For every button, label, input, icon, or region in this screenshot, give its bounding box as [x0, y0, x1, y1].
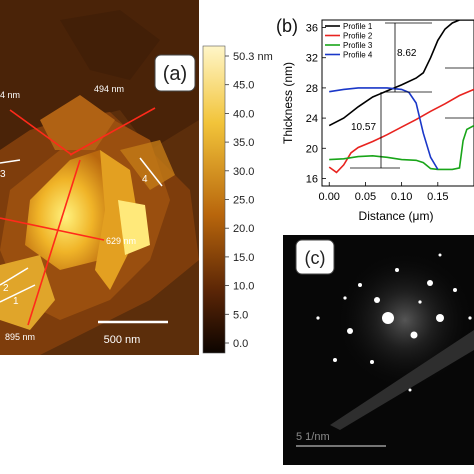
profile-line-top-left [9, 109, 73, 156]
series-line-profile-1 [328, 20, 474, 127]
diffraction-spot [382, 312, 394, 324]
panel-a-label: (a) [163, 63, 187, 85]
annotation-10-57: 10.57 [351, 122, 376, 133]
profile-line-895 [27, 159, 81, 326]
diffraction-spot [410, 331, 418, 339]
diffraction-spot [316, 316, 320, 320]
afm-topography-image [0, 0, 199, 355]
colorbar-tick-label: 50.3 nm [233, 51, 273, 63]
line-number-4: 4 [142, 174, 148, 185]
diffraction-spot [347, 328, 353, 334]
panel-c-label: (c) [305, 248, 326, 268]
legend-label-profile-1: Profile 1 [343, 22, 373, 31]
annotation-629: 629 nm [106, 236, 136, 246]
profile-line-494 [69, 107, 156, 156]
diffraction-spot [418, 300, 422, 304]
diffraction-spot [438, 253, 442, 257]
series-line-profile-3 [329, 124, 474, 171]
marker-line-3 [0, 159, 21, 164]
colorbar-tick-label: 30.0 [233, 166, 254, 178]
colorbar-tick-label: 20.0 [233, 223, 254, 235]
colorbar-tick-label: 25.0 [233, 195, 254, 207]
y-tick-label: 36 [306, 23, 318, 35]
colorbar-tick-label: 0.0 [233, 338, 248, 350]
annotation-top-left: 4 nm [0, 90, 20, 100]
annotation-494: 494 nm [94, 84, 124, 94]
colorbar-tick-label: 45.0 [233, 80, 254, 92]
y-axis-label: Thickness (nm) [281, 62, 295, 144]
diffraction-image: 5 1/nm [283, 235, 474, 465]
marker-line-4 [139, 157, 163, 187]
y-tick-label: 24 [306, 113, 318, 125]
y-tick-label: 16 [306, 173, 318, 185]
panel-c-scale-text: 5 1/nm [296, 431, 330, 443]
diffraction-spot [333, 358, 337, 362]
colorbar-tick-label: 40.0 [233, 108, 254, 120]
legend-label-profile-4: Profile 4 [343, 51, 373, 60]
x-tick-label: 0.10 [391, 191, 412, 203]
scale-bar-label: 500 nm [104, 334, 141, 346]
panel-a-label-box [154, 54, 196, 92]
x-axis-label: Distance (μm) [359, 209, 434, 223]
diffraction-spot [374, 297, 380, 303]
diffraction-spot [427, 280, 433, 286]
afm-image-panel: (a) 4 nm 494 nm 629 nm 895 nm 4 3 2 1 50… [0, 0, 199, 355]
panel-c-label-box [295, 239, 335, 275]
line-number-1: 1 [13, 296, 19, 307]
diffraction-spot [468, 316, 472, 320]
profile-line-629 [0, 217, 105, 241]
legend-label-profile-3: Profile 3 [343, 41, 373, 50]
diffraction-pattern-panel: 5 1/nm (c) [283, 235, 474, 465]
marker-line-1 [0, 284, 36, 303]
colorbar-tick-label: 5.0 [233, 309, 248, 321]
diffraction-spot [436, 314, 444, 322]
panel-b-label: (b) [276, 16, 298, 36]
y-tick-label: 28 [306, 83, 318, 95]
legend-label-profile-2: Profile 2 [343, 32, 373, 41]
x-tick-label: 0.00 [319, 191, 340, 203]
annotation-895: 895 nm [5, 332, 35, 342]
diffraction-spot [395, 268, 399, 272]
marker-line-2 [0, 267, 29, 286]
thickness-profile-chart: (b) 16 20 24 28 32 36 0.00 0.05 0.10 0.15 8.62 1… [276, 16, 474, 223]
diffraction-spot [370, 360, 374, 364]
y-tick-label: 20 [306, 143, 318, 155]
colorbar-gradient [202, 45, 226, 354]
diffraction-spot [343, 296, 347, 300]
x-tick-label: 0.05 [355, 191, 376, 203]
line-number-3: 3 [0, 169, 6, 180]
diffraction-spot [408, 388, 412, 392]
series-line-profile-4 [329, 87, 439, 170]
height-colorbar: 50.3 nm 45.0 40.0 35.0 30.0 25.0 20.0 15.0 10.0 5… [202, 45, 273, 354]
series-line-profile-2 [328, 88, 474, 174]
y-tick-label: 32 [306, 53, 318, 65]
diffraction-spot [358, 283, 362, 287]
colorbar-tick-label: 35.0 [233, 137, 254, 149]
diffraction-spot [453, 288, 457, 292]
beam-stopper [330, 330, 474, 430]
line-number-2: 2 [3, 283, 9, 294]
annotation-8-62: 8.62 [397, 48, 417, 59]
colorbar-tick-label: 15.0 [233, 252, 254, 264]
x-tick-label: 0.15 [427, 191, 448, 203]
colorbar-tick-label: 10.0 [233, 281, 254, 293]
